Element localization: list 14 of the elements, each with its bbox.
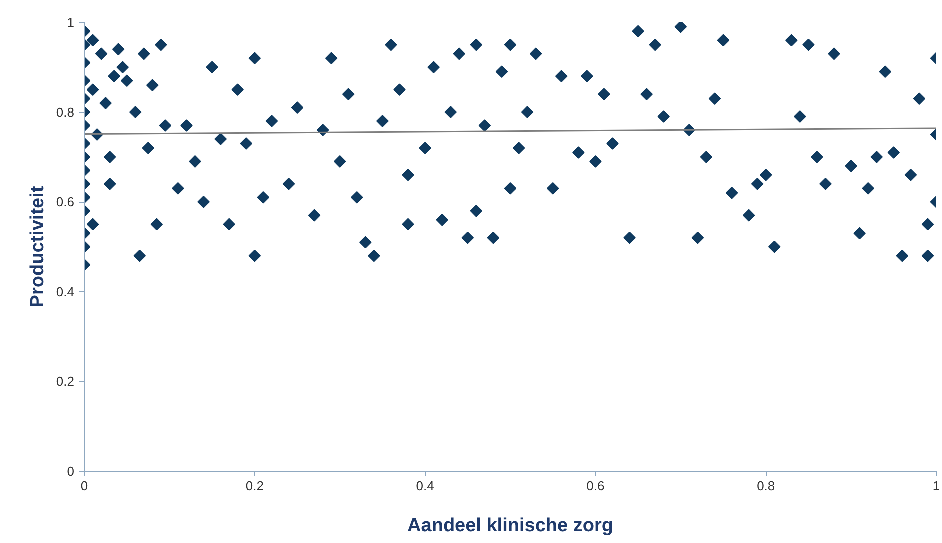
x-tick-label: 1: [932, 478, 940, 494]
x-tick-label: 0.4: [416, 478, 434, 494]
y-tick-label: 0.6: [56, 194, 75, 210]
x-tick-label: 0.2: [246, 478, 264, 494]
y-tick-label: 0.8: [56, 104, 75, 120]
x-tick-label: 0.6: [586, 478, 605, 494]
y-tick-label: 0.4: [56, 284, 75, 300]
y-tick-label: 0: [67, 464, 75, 479]
x-tick-label: 0: [80, 478, 88, 494]
y-tick-label: 0.2: [56, 374, 75, 390]
x-axis-title: Aandeel klinische zorg: [408, 516, 614, 536]
x-tick-label: 0.8: [757, 478, 776, 494]
y-axis-title: Productiviteit: [27, 186, 48, 308]
y-tick-label: 1: [67, 15, 75, 30]
